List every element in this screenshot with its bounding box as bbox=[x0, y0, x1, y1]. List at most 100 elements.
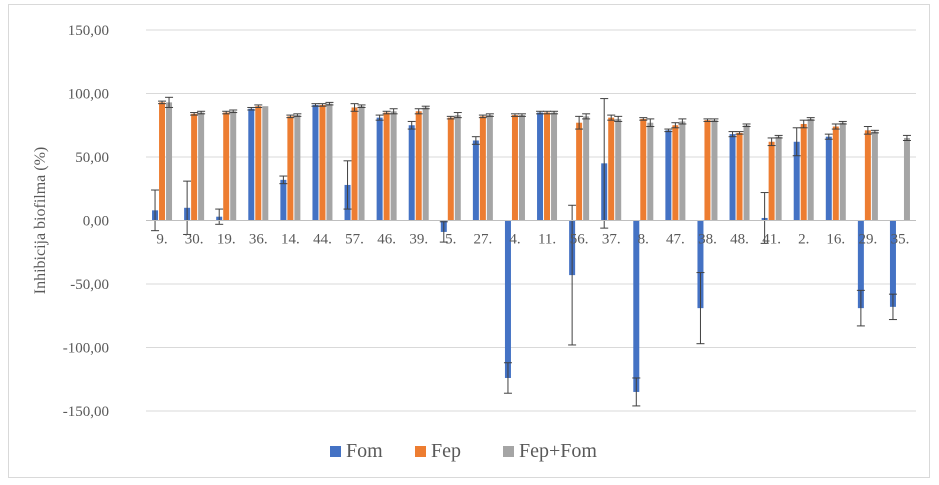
legend-swatch-fom bbox=[330, 446, 341, 457]
bar-fep-fom bbox=[903, 137, 910, 221]
y-tick-label: 150,00 bbox=[68, 23, 109, 39]
bar-fep bbox=[511, 115, 518, 221]
bar-fom bbox=[889, 220, 896, 307]
bar-fep bbox=[351, 107, 358, 221]
bar-fep-fom bbox=[262, 106, 269, 221]
bar-fep-fom bbox=[647, 122, 654, 221]
bar-fep bbox=[832, 126, 839, 221]
category-label: 29. bbox=[859, 232, 878, 248]
bar-fep-fom bbox=[775, 136, 782, 221]
bar-fep-fom bbox=[551, 112, 558, 221]
category-label: 47. bbox=[666, 232, 685, 248]
bar-fep-fom bbox=[807, 118, 814, 221]
category-label: 16. bbox=[826, 232, 845, 248]
bar-fep-fom bbox=[454, 115, 461, 221]
bar-fom bbox=[697, 220, 704, 309]
category-label: 19. bbox=[217, 232, 236, 248]
bar-fep bbox=[864, 130, 871, 221]
y-tick-label: -150,00 bbox=[63, 404, 109, 420]
bar-fep-fom bbox=[422, 107, 429, 221]
category-label: 5. bbox=[445, 232, 456, 248]
bar-fom bbox=[408, 125, 415, 221]
bar-fep bbox=[159, 102, 166, 221]
bar-fep bbox=[415, 111, 422, 221]
bar-fom bbox=[280, 179, 287, 221]
bar-fep bbox=[672, 125, 679, 221]
bar-fep bbox=[479, 116, 486, 221]
bar-fep-fom bbox=[166, 102, 173, 221]
category-label: 30. bbox=[185, 232, 204, 248]
bar-fep bbox=[383, 112, 390, 221]
bar-fep-fom bbox=[583, 116, 590, 221]
bar-chart: -150,00 -100,00 -50,00 0,00 50,00 100,00 150,0… bbox=[32, 23, 916, 462]
y-axis-title: Inhibicija biofilma (%) bbox=[32, 147, 49, 295]
bar-fep-fom bbox=[615, 118, 622, 221]
bar-fep-fom bbox=[839, 122, 846, 221]
bar-fep-fom bbox=[486, 115, 493, 221]
category-label: 9. bbox=[156, 232, 167, 248]
legend-label: Fom bbox=[346, 440, 383, 462]
bar-fom bbox=[312, 104, 319, 221]
category-label: 56. bbox=[570, 232, 589, 248]
bar-fep bbox=[704, 120, 711, 221]
bar-fom bbox=[248, 108, 255, 221]
y-tick-label: 0,00 bbox=[83, 214, 109, 230]
bar-fep bbox=[640, 118, 647, 221]
category-label: 14. bbox=[281, 232, 300, 248]
bar-fep-fom bbox=[518, 115, 525, 221]
bar-fep bbox=[800, 123, 807, 221]
bar-fom bbox=[665, 130, 672, 221]
legend-label: Fep+Fom bbox=[519, 440, 597, 462]
bar-fom bbox=[504, 220, 511, 378]
bar-fom bbox=[825, 136, 832, 221]
bar-fep bbox=[576, 122, 583, 221]
bar-fom bbox=[633, 220, 640, 392]
bar-fep bbox=[544, 112, 551, 221]
bar-fep bbox=[287, 116, 294, 221]
category-label: 27. bbox=[474, 232, 493, 248]
category-label: 39. bbox=[409, 232, 428, 248]
bar-fep bbox=[255, 106, 262, 221]
bar-fep-fom bbox=[390, 111, 397, 221]
bar-fep bbox=[191, 113, 198, 221]
category-label: 36. bbox=[249, 232, 268, 248]
y-tick-label: -100,00 bbox=[63, 341, 109, 357]
category-label: 46. bbox=[377, 232, 396, 248]
category-label: 35. bbox=[891, 232, 910, 248]
chart-frame: -150,00 -100,00 -50,00 0,00 50,00 100,00 150,0… bbox=[8, 4, 930, 478]
bar-fep-fom bbox=[230, 111, 237, 221]
category-label: 8. bbox=[638, 232, 649, 248]
bar-fom bbox=[857, 220, 864, 309]
bar-fom bbox=[537, 112, 544, 221]
category-label: 41. bbox=[762, 232, 781, 248]
y-tick-label: 100,00 bbox=[68, 87, 109, 103]
category-label: 57. bbox=[345, 232, 364, 248]
bar-fep bbox=[736, 132, 743, 221]
bar-fep-fom bbox=[743, 125, 750, 221]
category-label: 2. bbox=[798, 232, 809, 248]
category-label: 11. bbox=[538, 232, 556, 248]
bar-fom bbox=[793, 141, 800, 221]
bar-fep bbox=[319, 104, 326, 221]
category-label: 48. bbox=[730, 232, 749, 248]
bar-fep-fom bbox=[358, 106, 365, 221]
bar-fep-fom bbox=[679, 121, 686, 221]
bar-fep bbox=[768, 141, 775, 221]
bar-fep bbox=[608, 117, 615, 221]
bar-fom bbox=[376, 117, 383, 221]
bar-fom bbox=[729, 134, 736, 221]
category-label: 38. bbox=[698, 232, 717, 248]
bar-fep-fom bbox=[198, 112, 205, 221]
y-tick-label: 50,00 bbox=[75, 150, 109, 166]
bar-fep-fom bbox=[326, 103, 333, 221]
category-label: 44. bbox=[313, 232, 332, 248]
legend-swatch-fep-fom bbox=[503, 446, 514, 457]
legend-swatch-fep bbox=[415, 446, 426, 457]
category-label: 37. bbox=[602, 232, 621, 248]
bar-fom bbox=[472, 140, 479, 221]
y-tick-label: -50,00 bbox=[70, 277, 109, 293]
bar-fep-fom bbox=[871, 131, 878, 221]
bar-fep bbox=[447, 117, 454, 221]
bar-fep bbox=[223, 112, 230, 221]
bar-fep-fom bbox=[711, 120, 718, 221]
